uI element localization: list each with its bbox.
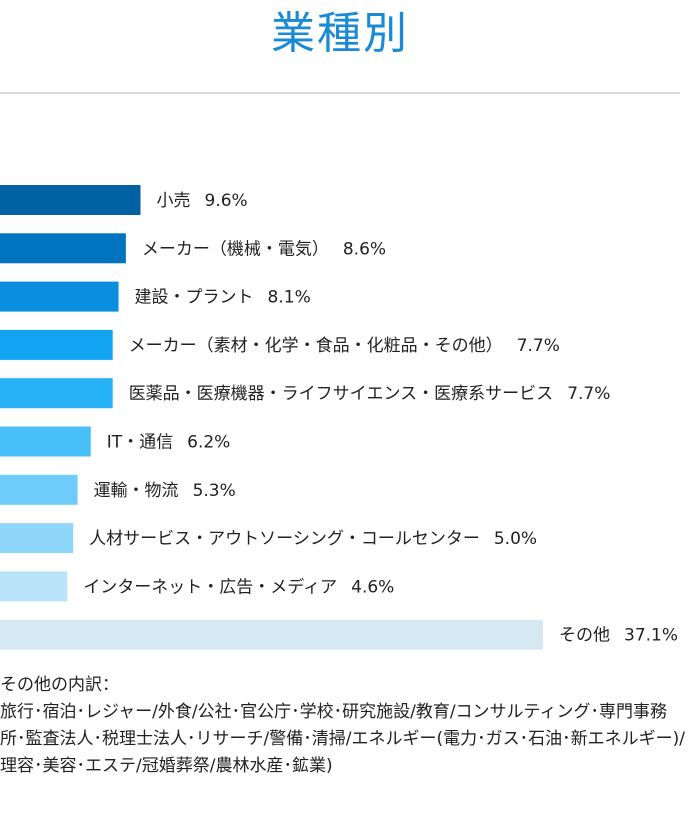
others-breakdown-title: その他の内訳： (0, 675, 119, 695)
value-label: 37.1% (624, 626, 678, 646)
bar-label-7: 人材サービス・アウトソーシング・コールセンター 5.0% (89, 529, 537, 549)
category-label: 医薬品・医療機器・ライフサイエンス・医療系サービス (129, 384, 554, 404)
category-label: 人材サービス・アウトソーシング・コールセンター (89, 529, 480, 549)
title-divider (0, 92, 680, 94)
bar-7 (0, 523, 74, 554)
bar-5 (0, 426, 91, 457)
category-label: メーカー（素材・化学・食品・化粧品・その他） (129, 336, 503, 356)
value-label: 7.7% (517, 336, 560, 356)
category-label: IT・通信 (107, 433, 173, 453)
category-label: 運輸・物流 (94, 481, 179, 501)
bar-label-0: 小売 9.6% (157, 191, 248, 211)
bar-label-8: インターネット・広告・メディア 4.6% (83, 576, 394, 597)
value-label: 5.3% (193, 481, 236, 501)
bar-label-2: 建設・プラント 8.1% (135, 288, 311, 308)
bar-label-9: その他 37.1% (559, 626, 678, 646)
bar-2 (0, 281, 119, 312)
category-label: 建設・プラント (135, 288, 254, 308)
bar-9 (0, 619, 543, 650)
bar-0 (0, 185, 141, 215)
bar-label-5: IT・通信 6.2% (107, 433, 231, 453)
value-label: 4.6% (351, 577, 394, 597)
value-label: 8.6% (343, 239, 386, 259)
others-breakdown-note: その他の内訳： 旅行･宿泊･レジャー/外食/公社･官公庁･学校･研究施設/教育/… (0, 672, 690, 780)
bar-label-6: 運輸・物流 5.3% (94, 481, 236, 501)
bar-1 (0, 233, 126, 264)
category-label: インターネット・広告・メディア (83, 576, 337, 597)
bar-8 (0, 571, 68, 602)
bar-label-3: メーカー（素材・化学・食品・化粧品・その他） 7.7% (129, 336, 560, 356)
bar-6 (0, 474, 78, 505)
value-label: 9.6% (205, 191, 248, 211)
industry-bar-chart: 小売 9.6% メーカー（機械・電気） 8.6% 建設・プラント 8.1% メーカー（素材・… (0, 185, 678, 650)
bar-label-1: メーカー（機械・電気） 8.6% (142, 239, 386, 259)
bar-label-4: 医薬品・医療機器・ライフサイエンス・医療系サービス 7.7% (129, 384, 611, 404)
bar-4 (0, 378, 113, 409)
value-label: 6.2% (187, 433, 230, 453)
others-breakdown-text: 旅行･宿泊･レジャー/外食/公社･官公庁･学校･研究施設/教育/コンサルティング… (0, 702, 685, 776)
category-label: 小売 (157, 191, 191, 211)
category-label: その他 (559, 626, 610, 646)
page-title: 業種別 (271, 8, 409, 59)
bar-3 (0, 329, 113, 360)
value-label: 8.1% (268, 288, 311, 308)
value-label: 7.7% (567, 384, 610, 404)
value-label: 5.0% (494, 529, 537, 549)
category-label: メーカー（機械・電気） (142, 239, 329, 259)
